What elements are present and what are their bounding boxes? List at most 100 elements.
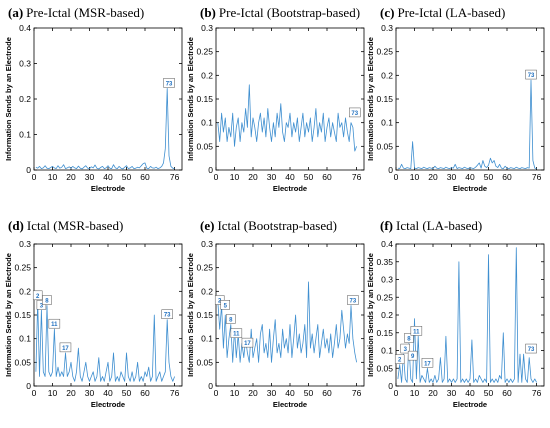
- y-axis-label: Information Sends by an Electrode: [186, 37, 195, 161]
- x-tick-label: 0: [214, 388, 219, 398]
- y-tick-label: 0: [208, 381, 213, 391]
- callout-label: 73: [351, 111, 358, 117]
- y-tick-label: 0.15: [196, 94, 213, 104]
- x-axis-label: Electrode: [453, 184, 487, 193]
- x-tick-label: 10: [230, 388, 240, 398]
- x-tick-label: 76: [532, 172, 542, 182]
- chart-panel-4: (d) Ictal (MSR-based) 0 0.05 0.1 0.15 0.2 0.25 0…: [4, 218, 183, 409]
- callout-label: 11: [233, 332, 240, 338]
- x-tick-label: 20: [66, 172, 76, 182]
- series-line: [217, 84, 357, 152]
- x-tick-label: 20: [248, 388, 258, 398]
- callout-label: 9: [411, 354, 415, 360]
- y-axis-label: Information Sends by an Electrode: [4, 253, 13, 377]
- y-tick-label: 0: [26, 381, 31, 391]
- x-axis-label: Electrode: [91, 184, 125, 193]
- callout-3: 3: [400, 343, 410, 354]
- callout-box: [163, 78, 175, 88]
- panel-title: (a) Pre-Ictal (MSR-based): [8, 5, 144, 20]
- callout-box: [48, 318, 61, 329]
- callout-box: [410, 326, 423, 336]
- panel-title-letter: (f): [380, 218, 393, 233]
- panel-title-letter: (a): [8, 5, 23, 20]
- y-tick-label: 0.2: [381, 70, 393, 80]
- callout-17: 17: [241, 337, 254, 348]
- x-tick-label: 50: [484, 388, 494, 398]
- x-tick-label: 40: [465, 172, 475, 182]
- y-tick-label: 0.2: [381, 310, 393, 320]
- x-tick-label: 0: [32, 388, 37, 398]
- x-tick-label: 40: [465, 388, 475, 398]
- callout-17: 17: [59, 342, 72, 353]
- y-tick-label: 0: [388, 381, 393, 391]
- series-line: [397, 247, 537, 383]
- x-tick-label: 20: [428, 388, 438, 398]
- panel-title: (b) Pre-Ictal (Bootstrap-based): [200, 5, 360, 20]
- x-tick-label: 30: [447, 388, 457, 398]
- callout-box: [226, 314, 236, 324]
- callout-box: [400, 343, 410, 354]
- axes-frame: [33, 27, 183, 171]
- callout-73: 73: [525, 343, 537, 354]
- x-tick-label: 10: [48, 172, 58, 182]
- x-tick-label: 10: [230, 172, 240, 182]
- axes-frame: [215, 27, 365, 171]
- panel-title-letter: (b): [200, 5, 216, 20]
- y-tick-label: 0.3: [19, 59, 31, 69]
- x-tick-label: 30: [85, 388, 95, 398]
- x-tick-label: 30: [267, 172, 277, 182]
- x-tick-label: 0: [214, 172, 219, 182]
- x-tick-label: 0: [32, 172, 37, 182]
- panel-title: (c) Pre-Ictal (LA-based): [380, 5, 505, 20]
- callout-8: 8: [404, 333, 414, 343]
- y-tick-label: 0.15: [376, 328, 393, 338]
- callout-73: 73: [161, 309, 173, 319]
- callout-73: 73: [525, 69, 537, 80]
- x-tick-label: 30: [447, 172, 457, 182]
- callout-box: [404, 333, 414, 343]
- x-tick-label: 50: [122, 172, 132, 182]
- y-tick-label: 0.1: [381, 346, 393, 356]
- x-tick-label: 40: [103, 388, 113, 398]
- callout-label: 3: [40, 303, 44, 309]
- callout-label: 73: [528, 347, 535, 353]
- callout-label: 17: [62, 346, 69, 352]
- x-tick-label: 40: [285, 172, 295, 182]
- callout-box: [241, 337, 254, 348]
- callout-8: 8: [42, 295, 52, 305]
- callout-box: [220, 300, 230, 310]
- x-tick-label: 20: [66, 388, 76, 398]
- y-axis-label: Information Sends by an Electrode: [366, 253, 375, 377]
- y-tick-label: 0.35: [376, 257, 393, 267]
- series-line: [35, 300, 175, 382]
- callout-2: 2: [32, 290, 43, 301]
- callout-box: [230, 328, 243, 338]
- chart-panel-3: (c) Pre-Ictal (LA-based) 0 0.05 0.1 0.15 0.2 0.…: [366, 5, 545, 193]
- x-tick-label: 76: [352, 172, 362, 182]
- callout-label: 11: [51, 322, 58, 328]
- x-tick-label: 76: [170, 172, 180, 182]
- x-tick-label: 60: [140, 388, 150, 398]
- y-tick-label: 0.2: [19, 94, 31, 104]
- y-tick-label: 0.1: [201, 334, 213, 344]
- panel-title: (e) Ictal (Bootstrap-based): [200, 218, 337, 233]
- x-tick-label: 30: [85, 172, 95, 182]
- panel-title: (f) Ictal (LA-based): [380, 218, 482, 233]
- y-tick-label: 0.15: [376, 94, 393, 104]
- y-tick-label: 0.1: [19, 130, 31, 140]
- x-tick-label: 50: [304, 388, 314, 398]
- y-tick-label: 0.05: [376, 363, 393, 373]
- x-tick-label: 60: [502, 388, 512, 398]
- callout-box: [525, 343, 537, 354]
- callout-label: 8: [407, 336, 411, 342]
- panel-title: (d) Ictal (MSR-based): [8, 218, 123, 233]
- y-tick-label: 0: [388, 165, 393, 175]
- y-tick-label: 0.3: [381, 23, 393, 33]
- x-tick-label: 60: [322, 388, 332, 398]
- chart-panel-5: (e) Ictal (Bootstrap-based) 0 0.05 0.1 0.15 0.…: [186, 218, 365, 409]
- callout-box: [407, 350, 418, 361]
- callout-label: 11: [413, 329, 420, 335]
- panel-title-letter: (e): [200, 218, 214, 233]
- callout-box: [161, 309, 173, 319]
